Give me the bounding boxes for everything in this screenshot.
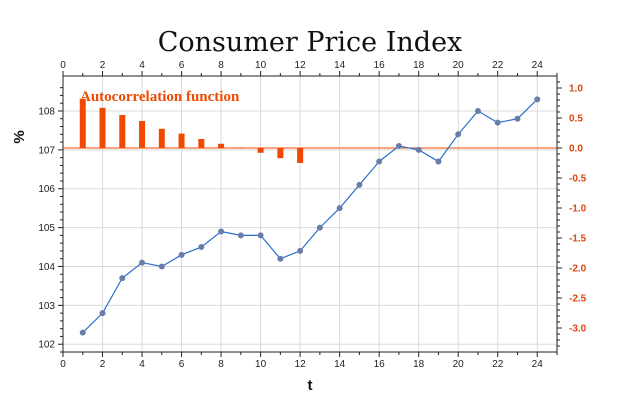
acf-bar: [257, 148, 264, 153]
y2-tick-label: 1.0: [569, 84, 583, 95]
x-top-tick-label: 14: [334, 60, 346, 71]
acf-bar: [237, 147, 244, 149]
y2-tick-label: -0.5: [569, 174, 587, 185]
cpi-series: [79, 96, 541, 336]
cpi-point: [257, 232, 264, 239]
cpi-point: [119, 275, 126, 282]
cpi-point: [474, 107, 481, 114]
axes: 0022446688101012121414161618182020222224…: [38, 60, 586, 370]
acf-bar: [198, 139, 205, 148]
x-top-tick-label: 18: [413, 60, 425, 71]
x-top-tick-label: 2: [100, 60, 106, 71]
x-tick-label: 16: [374, 359, 386, 370]
x-top-tick-label: 16: [374, 60, 386, 71]
y-tick-label: 104: [38, 262, 55, 273]
y2-tick-label: -1.0: [569, 204, 587, 215]
cpi-point: [514, 115, 521, 122]
acf-bar: [218, 143, 225, 148]
x-top-tick-label: 6: [179, 60, 185, 71]
cpi-point: [316, 224, 323, 231]
cpi-line: [82, 98, 538, 333]
x-tick-label: 2: [100, 359, 106, 370]
y2-tick-label: -2.5: [569, 294, 587, 305]
y2-tick-label: 0.5: [569, 114, 583, 125]
cpi-point: [79, 329, 86, 336]
cpi-point: [376, 158, 383, 165]
x-top-tick-label: 12: [295, 60, 307, 71]
y-tick-label: 107: [38, 145, 55, 156]
x-top-tick-label: 22: [492, 60, 504, 71]
acf-bar: [119, 115, 126, 148]
x-tick-label: 20: [453, 359, 465, 370]
y2-tick-label: -2.0: [569, 264, 587, 275]
y-axis-label: %: [11, 130, 28, 143]
x-top-tick-label: 24: [532, 60, 544, 71]
y-tick-label: 106: [38, 184, 55, 195]
cpi-point: [356, 181, 363, 188]
x-tick-label: 10: [255, 359, 267, 370]
y-tick-label: 102: [38, 340, 55, 351]
cpi-point: [198, 244, 205, 251]
cpi-point: [415, 146, 422, 153]
cpi-point: [277, 255, 284, 262]
x-tick-label: 6: [179, 359, 185, 370]
x-tick-label: 8: [218, 359, 224, 370]
acf-bar: [139, 121, 146, 148]
cpi-point: [158, 263, 165, 270]
acf-bars: [63, 98, 557, 163]
x-tick-label: 12: [295, 359, 307, 370]
x-tick-label: 0: [60, 359, 66, 370]
x-top-tick-label: 0: [60, 60, 66, 71]
acf-bar: [178, 133, 185, 148]
acf-bar: [79, 98, 86, 148]
x-tick-label: 22: [492, 359, 504, 370]
cpi-point: [237, 232, 244, 239]
cpi-point: [178, 251, 185, 258]
cpi-point: [218, 228, 225, 235]
cpi-point: [455, 131, 462, 138]
y-tick-label: 105: [38, 223, 55, 234]
cpi-point: [297, 247, 304, 254]
x-tick-label: 14: [334, 359, 346, 370]
x-top-tick-label: 4: [139, 60, 145, 71]
y2-tick-label: 0.0: [569, 144, 583, 155]
x-tick-label: 4: [139, 359, 145, 370]
x-top-tick-label: 8: [218, 60, 224, 71]
acf-bar: [158, 128, 165, 148]
x-axis-label: t: [308, 377, 313, 394]
acf-bar: [297, 148, 304, 163]
y-tick-label: 108: [38, 106, 55, 117]
y2-tick-label: -3.0: [569, 324, 587, 335]
cpi-point: [336, 205, 343, 212]
x-top-tick-label: 20: [453, 60, 465, 71]
x-tick-label: 18: [413, 359, 425, 370]
cpi-point: [435, 158, 442, 165]
acf-bar: [99, 107, 106, 148]
cpi-point: [139, 259, 146, 266]
cpi-point: [395, 142, 402, 149]
y2-tick-label: -1.5: [569, 234, 587, 245]
chart-title: Consumer Price Index: [158, 27, 463, 58]
grid: [62, 76, 557, 352]
cpi-point: [534, 96, 541, 103]
cpi-point: [99, 310, 106, 317]
cpi-point: [494, 119, 501, 126]
acf-label: Autocorrelation function: [80, 89, 240, 105]
y-tick-label: 103: [38, 301, 55, 312]
x-top-tick-label: 10: [255, 60, 267, 71]
acf-bar: [277, 148, 284, 159]
x-tick-label: 24: [532, 359, 544, 370]
